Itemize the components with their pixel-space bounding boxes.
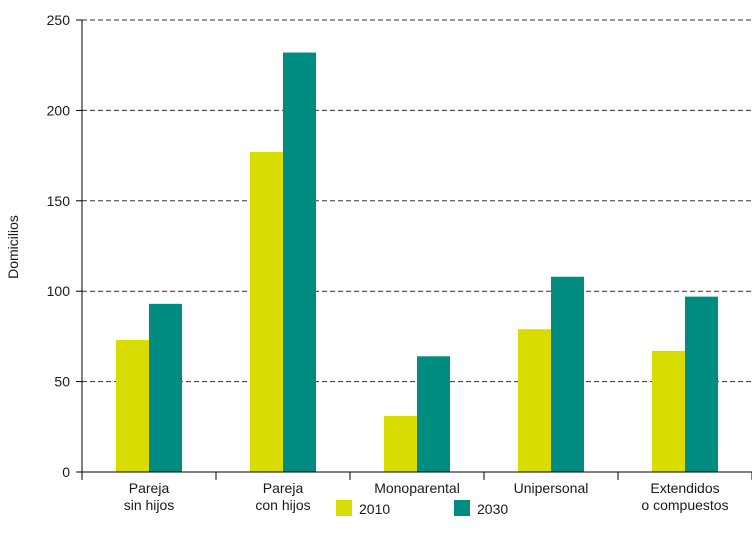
legend: 2010 2030: [336, 500, 508, 517]
legend-swatch: [454, 500, 470, 516]
bar-2010: [518, 329, 551, 472]
y-tick-label: 250: [47, 12, 71, 28]
bar-2030: [149, 303, 182, 472]
y-tick-labels: 0 50 100 150 200 250: [47, 12, 82, 480]
grid-lines: [82, 19, 752, 383]
x-tick-label: Extendidos o compuestos: [641, 480, 728, 513]
y-tick-label: 100: [47, 283, 71, 299]
legend-swatch: [336, 500, 352, 516]
y-tick-label: 50: [54, 374, 70, 390]
bar-2030: [685, 296, 718, 472]
bar-2030: [551, 276, 584, 472]
x-tick-label: Unipersonal: [514, 480, 589, 496]
axes: [76, 20, 752, 480]
bar-2010: [652, 350, 685, 472]
legend-label: 2010: [359, 501, 390, 517]
y-axis-label: Domicilios: [5, 215, 21, 279]
bar-2030: [283, 52, 316, 472]
bar-2010: [384, 415, 417, 472]
bar-2030: [417, 356, 450, 472]
y-tick-label: 0: [62, 464, 70, 480]
x-tick-label: Pareja con hijos: [255, 480, 310, 513]
y-tick-label: 150: [47, 193, 71, 209]
y-tick-label: 200: [47, 102, 71, 118]
bar-2010: [116, 340, 149, 472]
legend-label: 2030: [477, 501, 508, 517]
bars: [116, 52, 718, 472]
bar-2010: [250, 151, 283, 472]
x-tick-labels: Pareja sin hijos Pareja con hijos Monoparent…: [124, 472, 752, 513]
x-tick-label: Pareja sin hijos: [124, 480, 175, 513]
x-tick-label: Monoparental: [374, 480, 460, 496]
